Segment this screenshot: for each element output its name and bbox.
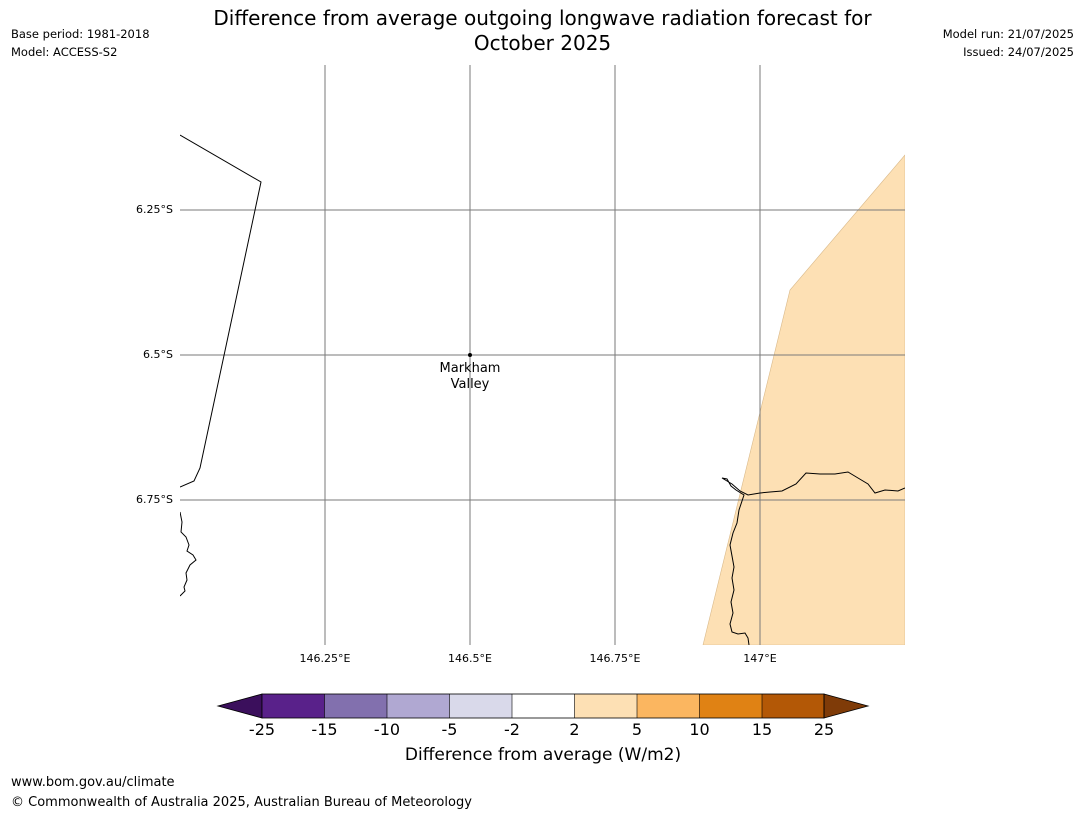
colorbar-bin [574, 694, 637, 718]
colorbar-tick: 25 [813, 720, 835, 739]
colorbar-bin [324, 694, 387, 718]
colorbar-tick: 2 [569, 720, 580, 739]
lon-label: 147°E [743, 652, 776, 665]
lon-label: 146.75°E [590, 652, 641, 665]
huon-gulf-coastline [721, 471, 905, 645]
colorbar-tick: -10 [373, 720, 401, 739]
graticule [180, 65, 905, 645]
colorbar-tick: -15 [311, 720, 338, 739]
model-run: Model run: 21/07/2025 [942, 27, 1074, 41]
colorbar-extend-low [216, 693, 263, 719]
meta-right: Model run: 21/07/2025 Issued: 24/07/2025 [943, 25, 1074, 61]
coastlines [180, 134, 905, 645]
base-period: Base period: 1981-2018 [11, 27, 150, 41]
lat-labels: 6.25°S 6.5°S 6.75°S [136, 203, 173, 506]
title-line-2: October 2025 [473, 31, 612, 55]
location-label-line-1: Markham [440, 361, 501, 376]
location-label-line-2: Valley [451, 377, 490, 392]
colorbar-tick: 15 [751, 720, 773, 739]
colorbar-frame [261, 693, 825, 719]
colorbar [216, 693, 870, 719]
colorbar-bin [387, 694, 450, 718]
province-boundary [180, 134, 262, 488]
footer-copyright: © Commonwealth of Australia 2025, Austra… [11, 795, 472, 810]
colorbar-bin [512, 694, 575, 718]
colorbar-bin [449, 694, 512, 718]
colorbar-label: Difference from average (W/m2) [404, 745, 682, 765]
issued-date: Issued: 24/07/2025 [963, 45, 1074, 59]
meta-left: Base period: 1981-2018 Model: ACCESS-S2 [11, 25, 150, 61]
colorbar-tick: 5 [631, 720, 643, 739]
colorbar-bin [762, 694, 824, 718]
colorbar-bin [637, 694, 700, 718]
colorbar-bin [699, 694, 762, 718]
lon-labels: 146.25°E 146.5°E 146.75°E 147°E [300, 652, 777, 665]
title-line-1: Difference from average outgoing longwav… [213, 6, 872, 30]
lon-label: 146.25°E [300, 652, 351, 665]
lat-label: 6.25°S [136, 203, 173, 216]
colorbar-bin [262, 694, 325, 718]
anomaly-region [702, 154, 905, 645]
colorbar-tick: -5 [441, 720, 458, 739]
west-coastline [180, 511, 197, 597]
lat-label: 6.75°S [136, 493, 173, 506]
lat-label: 6.5°S [143, 348, 173, 361]
colorbar-tick: 10 [689, 720, 710, 739]
colorbar-tick: -2 [504, 720, 520, 739]
footer-url: www.bom.gov.au/climate [11, 775, 175, 790]
chart-title: Difference from average outgoing longwav… [180, 6, 905, 56]
lon-label: 146.5°E [448, 652, 492, 665]
model-name: Model: ACCESS-S2 [11, 45, 118, 59]
colorbar-tick: -25 [248, 720, 276, 739]
location-marker [468, 353, 472, 357]
colorbar-extend-high [823, 693, 870, 719]
